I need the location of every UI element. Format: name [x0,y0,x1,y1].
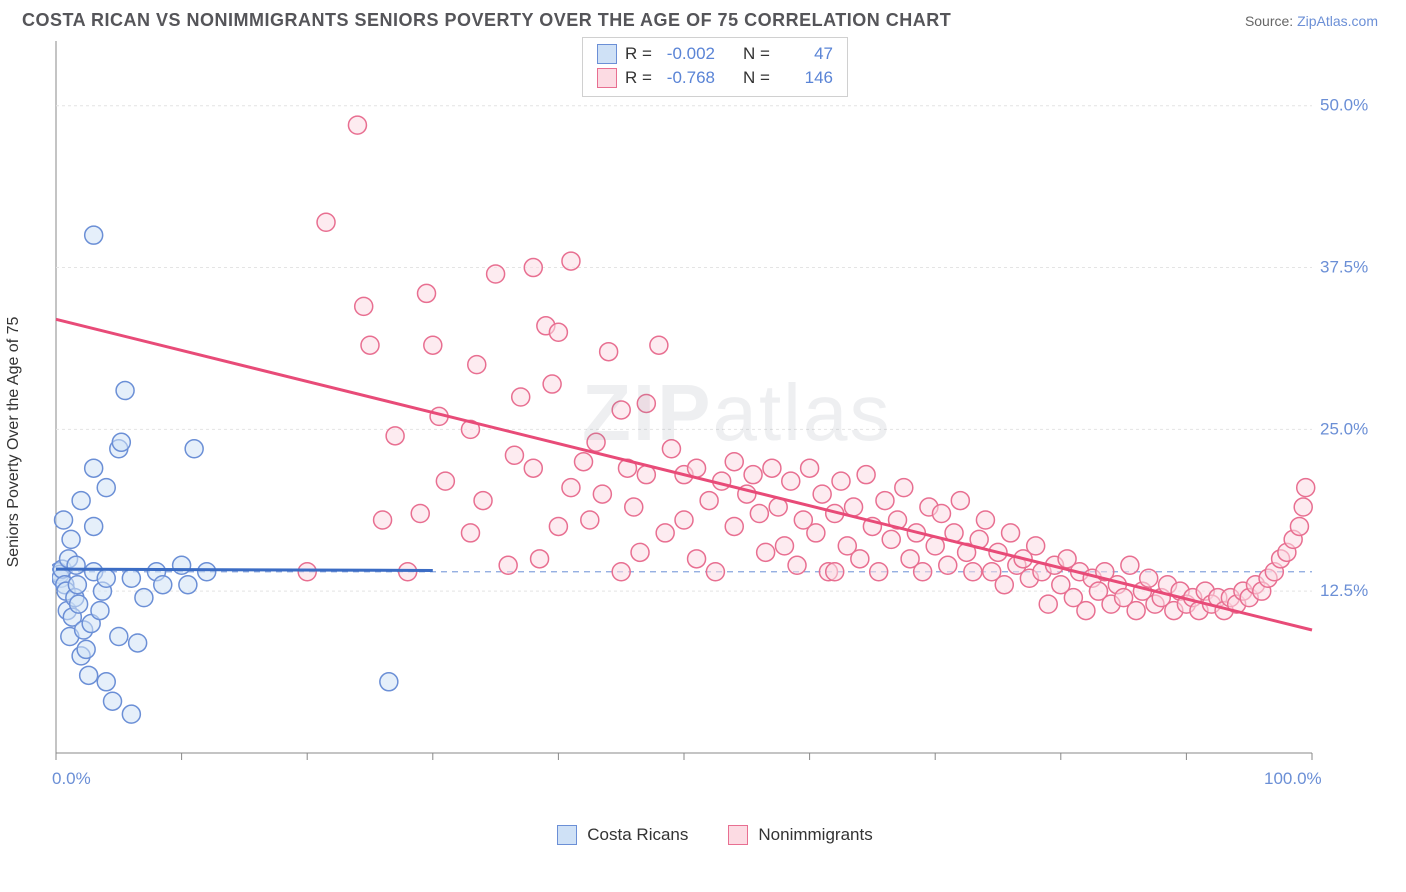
svg-text:12.5%: 12.5% [1320,581,1368,600]
r-nonimm: -0.768 [661,66,715,90]
swatch-costa [597,44,617,64]
source: Source: ZipAtlas.com [1245,13,1378,29]
svg-text:25.0%: 25.0% [1320,419,1368,438]
r-label: R = [625,42,653,66]
stats-legend: R = -0.002 N = 47 R = -0.768 N = 146 [582,37,848,97]
n-label: N = [743,42,771,66]
legend-swatch-costa [557,825,577,845]
legend-item-costa: Costa Ricans [557,825,688,845]
swatch-nonimm [597,68,617,88]
scatter-plot: 12.5% 25.0% 37.5% 50.0% [52,37,1372,797]
svg-text:37.5%: 37.5% [1320,258,1368,277]
bottom-legend: Costa Ricans Nonimmigrants [52,825,1378,845]
r-costa: -0.002 [661,42,715,66]
legend-item-nonimm: Nonimmigrants [728,825,872,845]
x-min-label: 0.0% [52,769,91,789]
svg-text:50.0%: 50.0% [1320,96,1368,115]
n-nonimm: 146 [779,66,833,90]
chart-area: Seniors Poverty Over the Age of 75 12.5%… [52,37,1378,847]
n-label-2: N = [743,66,771,90]
legend-swatch-nonimm [728,825,748,845]
r-label-2: R = [625,66,653,90]
stats-row-costa: R = -0.002 N = 47 [597,42,833,66]
chart-title: COSTA RICAN VS NONIMMIGRANTS SENIORS POV… [22,10,951,31]
legend-label-costa: Costa Ricans [587,825,688,845]
n-costa: 47 [779,42,833,66]
stats-row-nonimm: R = -0.768 N = 146 [597,66,833,90]
source-link[interactable]: ZipAtlas.com [1297,13,1378,29]
source-prefix: Source: [1245,13,1297,29]
legend-label-nonimm: Nonimmigrants [758,825,872,845]
x-max-label: 100.0% [1264,769,1322,789]
y-axis-label: Seniors Poverty Over the Age of 75 [5,317,23,568]
